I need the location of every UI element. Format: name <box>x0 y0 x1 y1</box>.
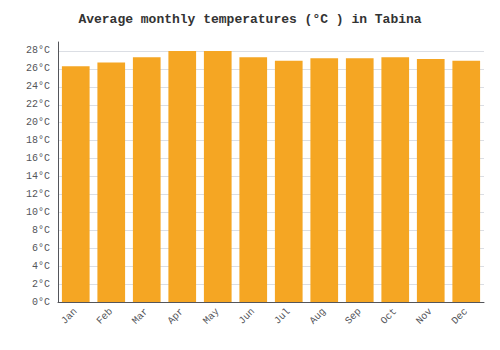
svg-text:Average monthly temperatures (: Average monthly temperatures (°C ) in Ta… <box>78 12 421 27</box>
svg-text:16°C: 16°C <box>26 153 50 164</box>
svg-text:Sep: Sep <box>343 306 363 326</box>
svg-text:14°C: 14°C <box>26 171 50 182</box>
svg-text:Oct: Oct <box>379 306 399 326</box>
svg-text:Feb: Feb <box>95 306 115 326</box>
svg-text:24°C: 24°C <box>26 81 50 92</box>
svg-text:20°C: 20°C <box>26 117 50 128</box>
svg-text:Dec: Dec <box>450 306 470 326</box>
svg-text:Apr: Apr <box>166 306 186 326</box>
svg-text:4°C: 4°C <box>32 261 50 272</box>
svg-text:8°C: 8°C <box>32 225 50 236</box>
svg-text:6°C: 6°C <box>32 243 50 254</box>
svg-text:May: May <box>201 306 221 326</box>
svg-text:28°C: 28°C <box>26 45 50 56</box>
svg-text:Jul: Jul <box>272 306 292 326</box>
svg-text:10°C: 10°C <box>26 207 50 218</box>
svg-text:Mar: Mar <box>130 306 150 326</box>
svg-text:Aug: Aug <box>308 306 328 326</box>
svg-text:12°C: 12°C <box>26 189 50 200</box>
svg-text:0°C: 0°C <box>32 297 50 308</box>
svg-text:Jun: Jun <box>237 306 257 326</box>
svg-text:Jan: Jan <box>59 306 79 326</box>
svg-text:26°C: 26°C <box>26 63 50 74</box>
svg-text:18°C: 18°C <box>26 135 50 146</box>
svg-text:22°C: 22°C <box>26 99 50 110</box>
svg-text:Nov: Nov <box>414 306 434 326</box>
svg-text:2°C: 2°C <box>32 279 50 290</box>
